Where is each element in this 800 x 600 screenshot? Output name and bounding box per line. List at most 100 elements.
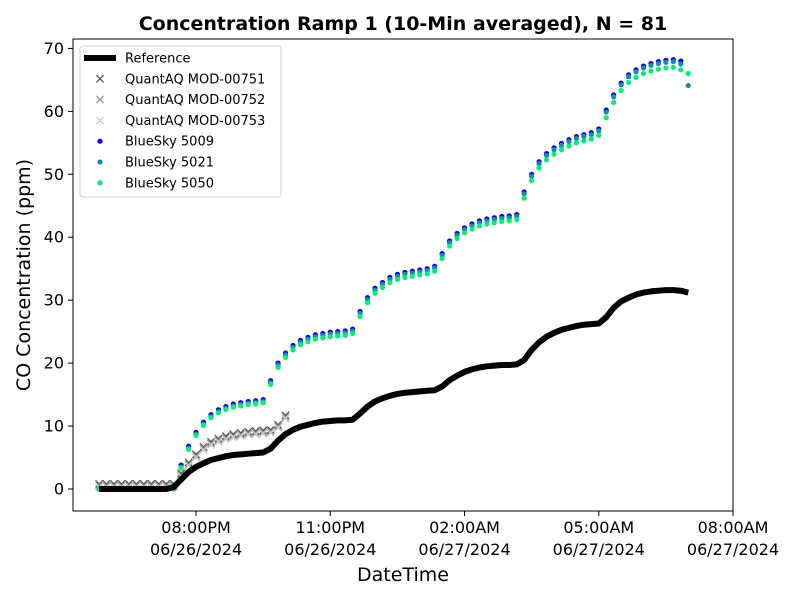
x-axis-label: DateTime xyxy=(357,564,449,586)
data-point xyxy=(417,272,423,278)
legend-label: QuantAQ MOD-00751 xyxy=(125,72,265,87)
data-point xyxy=(191,452,201,461)
data-point xyxy=(685,82,691,89)
data-point xyxy=(581,133,587,140)
y-tick-label: 40 xyxy=(44,228,64,247)
y-axis: 0 10 20 30 40 50 60 70 xyxy=(44,39,73,498)
data-point xyxy=(274,420,283,429)
data-point xyxy=(268,381,274,388)
data-point xyxy=(529,173,535,179)
data-point xyxy=(244,430,253,439)
x-tick-label-time: 02:00AM xyxy=(429,518,500,537)
data-point xyxy=(266,428,275,438)
data-point xyxy=(221,433,230,443)
data-point xyxy=(648,68,654,74)
reference-line xyxy=(99,287,690,492)
data-point xyxy=(551,147,557,153)
data-point xyxy=(670,64,676,70)
data-point xyxy=(655,66,662,72)
data-point xyxy=(640,65,647,71)
data-point xyxy=(558,142,565,148)
x-tick-label-time: 11:00PM xyxy=(296,518,366,537)
data-point xyxy=(229,432,238,441)
data-point xyxy=(618,82,624,88)
data-point xyxy=(230,404,236,410)
data-point xyxy=(221,435,230,444)
data-point xyxy=(678,61,684,67)
x-tick-label-date: 06/27/2024 xyxy=(687,540,779,559)
data-point xyxy=(191,453,201,462)
data-point xyxy=(221,432,230,441)
data-point xyxy=(454,235,460,242)
data-point xyxy=(357,313,363,320)
data-point xyxy=(633,74,639,80)
data-point xyxy=(305,339,311,345)
data-point xyxy=(499,218,505,225)
data-point xyxy=(491,220,497,226)
data-point xyxy=(260,400,266,406)
data-point xyxy=(603,109,609,115)
data-point xyxy=(229,433,238,442)
x-tick-label-time: 08:00AM xyxy=(698,518,769,537)
data-point xyxy=(596,128,602,134)
data-point xyxy=(529,178,535,184)
legend-label: QuantAQ MOD-00753 xyxy=(125,114,265,129)
data-point xyxy=(476,223,483,229)
legend-label: Reference xyxy=(125,52,190,67)
data-point xyxy=(364,300,371,306)
data-point xyxy=(274,422,283,431)
data-point xyxy=(543,152,550,159)
data-point xyxy=(611,99,617,106)
data-point xyxy=(536,161,542,167)
x-tick-label-date: 06/26/2024 xyxy=(284,540,376,559)
data-point xyxy=(274,423,283,432)
data-point xyxy=(342,332,348,339)
data-point xyxy=(236,430,245,439)
legend-label: BlueSky 5009 xyxy=(125,135,214,150)
data-point xyxy=(193,432,199,439)
data-point xyxy=(655,60,662,67)
data-point xyxy=(394,276,401,283)
data-point xyxy=(350,330,356,337)
data-point xyxy=(236,432,245,441)
data-point xyxy=(588,132,594,138)
x-tick-label-date: 06/27/2024 xyxy=(553,540,645,559)
data-point xyxy=(551,151,557,157)
series-0 xyxy=(99,287,690,492)
legend-entry: Reference xyxy=(84,52,190,67)
data-point xyxy=(282,354,289,361)
data-point xyxy=(214,436,223,445)
data-point xyxy=(214,437,223,446)
data-point xyxy=(290,347,296,353)
legend-entry: QuantAQ MOD-00753 xyxy=(95,114,265,129)
data-point xyxy=(185,446,192,452)
data-point xyxy=(514,217,520,223)
data-point xyxy=(372,290,378,296)
data-point xyxy=(387,279,393,286)
data-point xyxy=(558,147,565,153)
x-tick-label-time: 08:00PM xyxy=(161,518,231,537)
legend-swatch xyxy=(95,95,105,104)
data-point xyxy=(251,427,260,436)
x-axis: 08:00PM 06/26/2024 11:00PM 06/26/2024 02:00A… xyxy=(150,511,779,559)
data-point xyxy=(281,411,290,420)
legend-swatch xyxy=(95,116,105,125)
y-tick-label: 10 xyxy=(44,417,64,436)
data-point xyxy=(625,74,632,80)
legend-swatch xyxy=(97,180,103,186)
data-point xyxy=(588,136,594,142)
data-point xyxy=(251,430,260,439)
y-tick-label: 50 xyxy=(44,165,64,184)
data-point xyxy=(191,450,201,459)
data-point xyxy=(536,165,542,171)
data-point xyxy=(229,430,238,439)
data-point xyxy=(200,422,207,429)
data-point xyxy=(199,442,208,451)
data-point xyxy=(506,218,512,224)
data-point xyxy=(335,333,341,339)
chart-title: Concentration Ramp 1 (10-Min averaged), … xyxy=(139,13,668,35)
x-tick-label-time: 05:00AM xyxy=(563,518,634,537)
data-point xyxy=(678,67,684,73)
data-point xyxy=(236,428,245,438)
